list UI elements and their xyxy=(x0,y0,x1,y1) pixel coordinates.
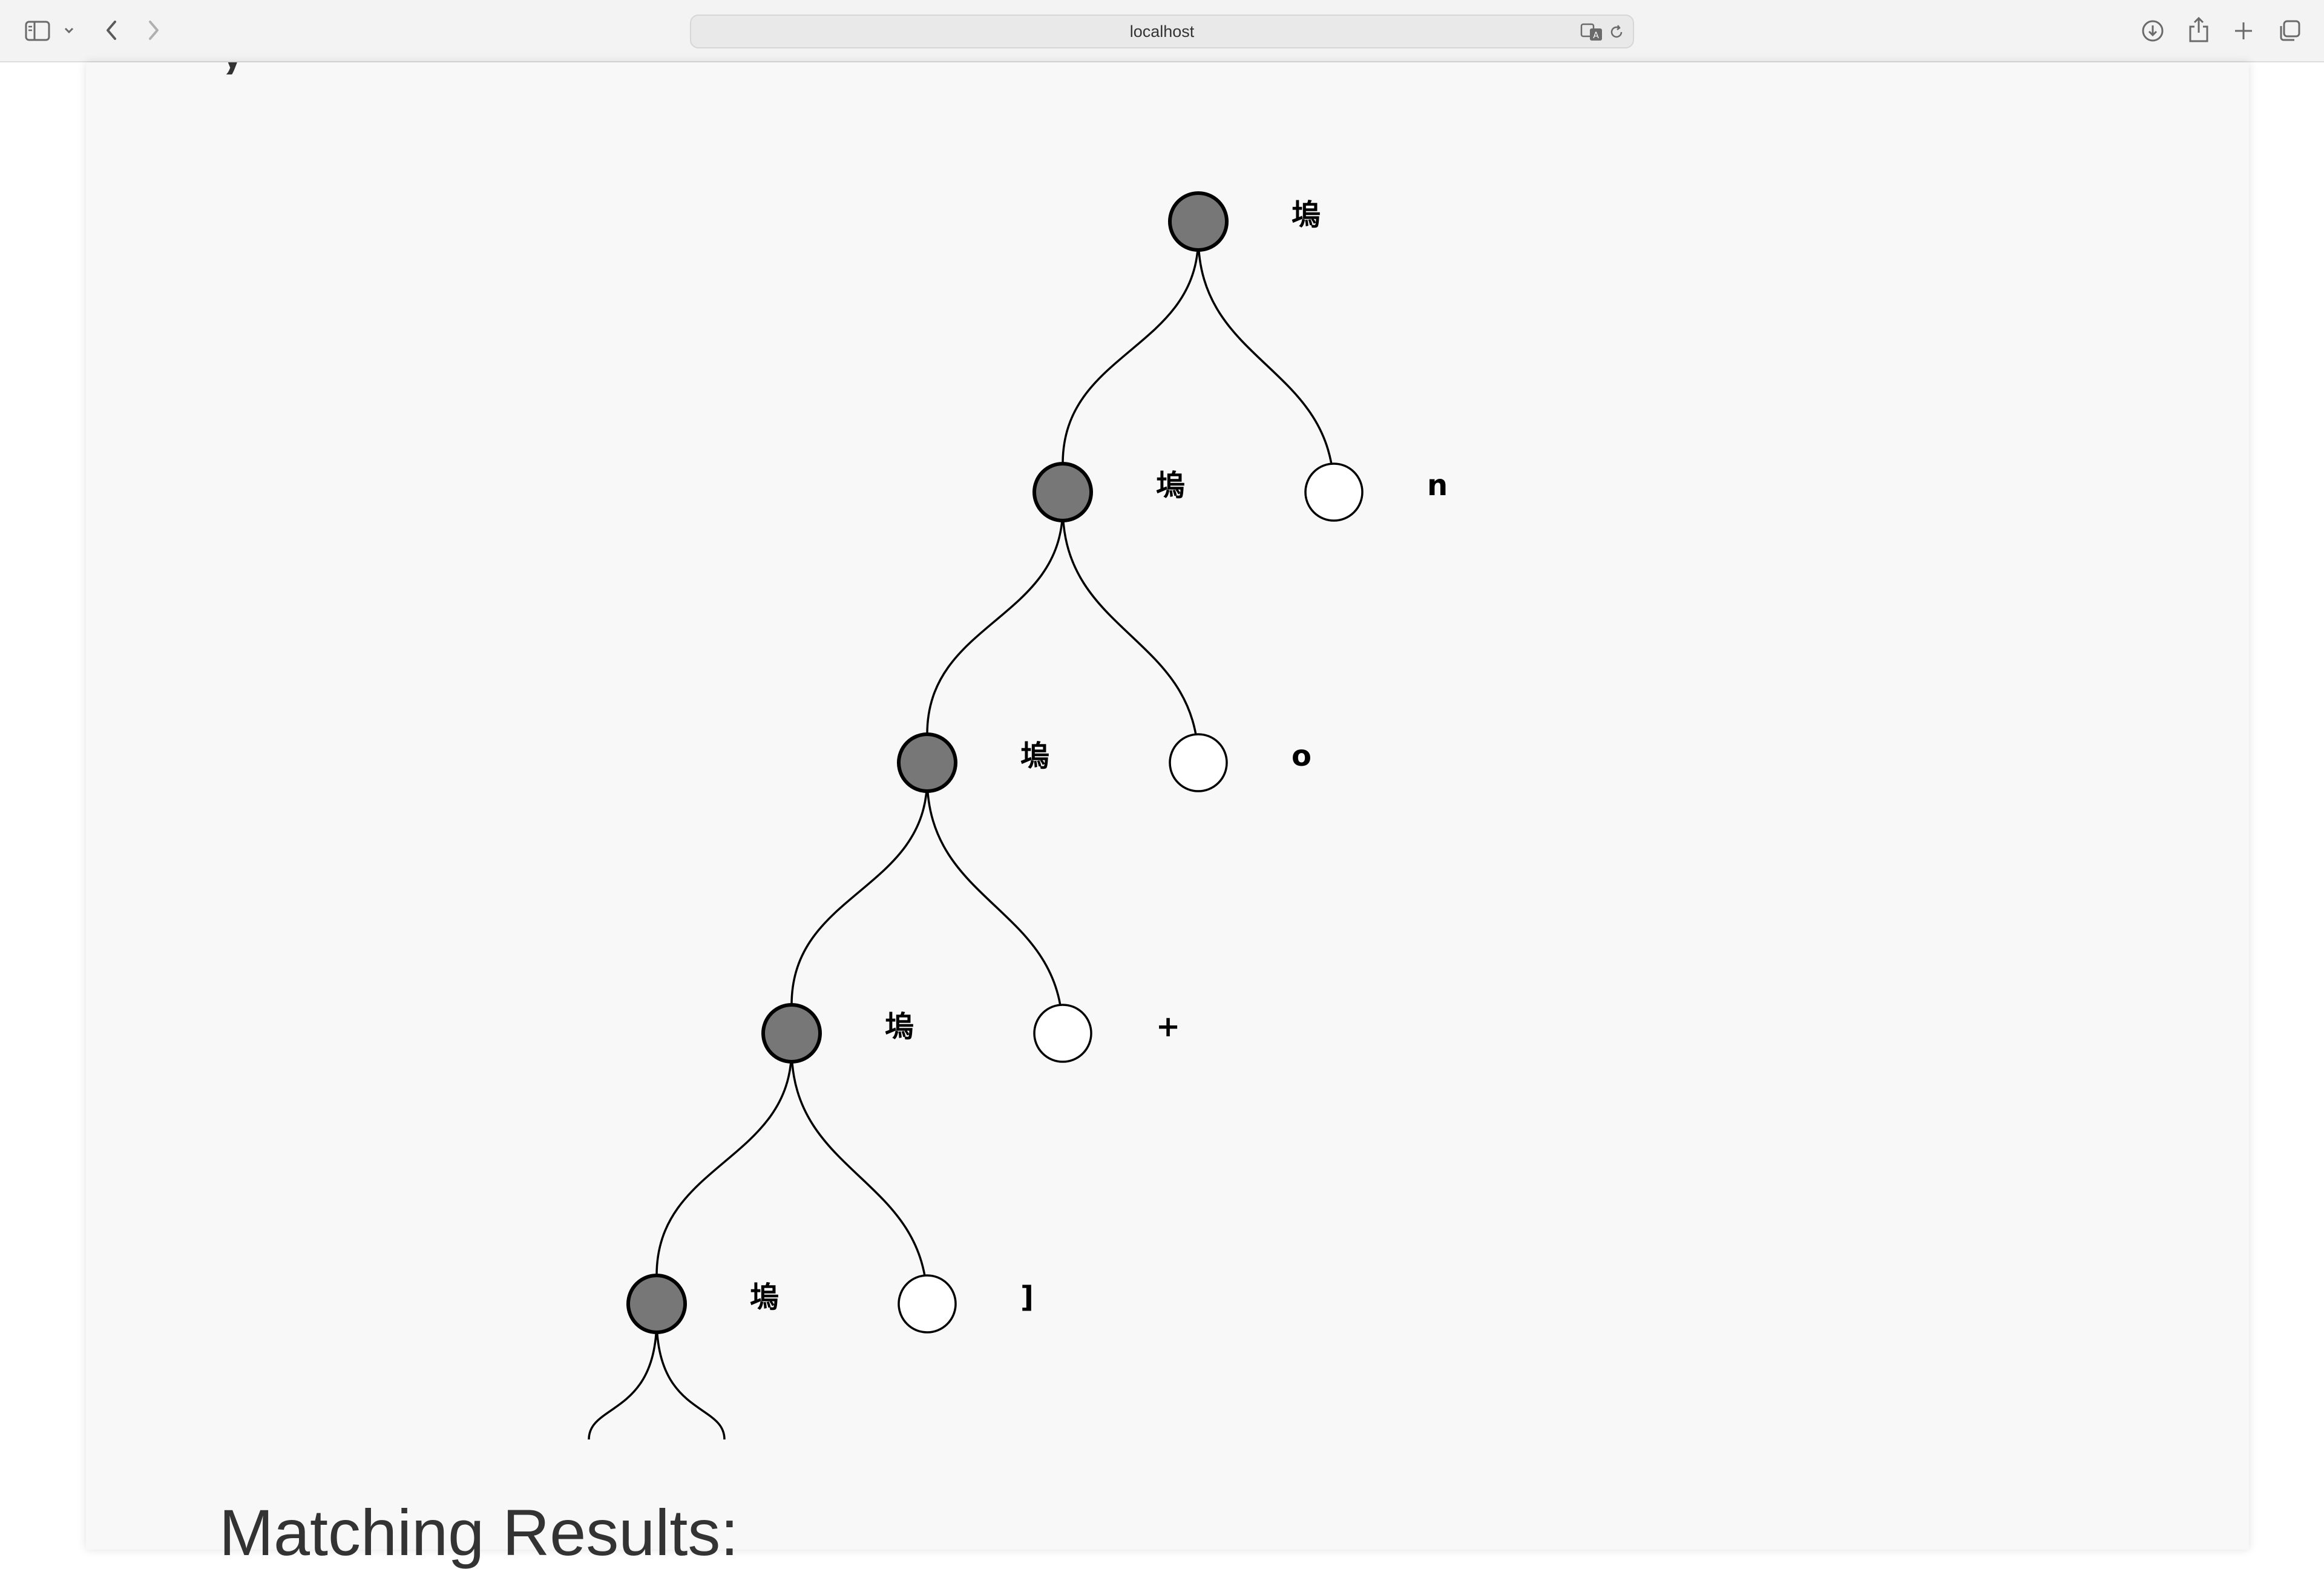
tree-node-internal xyxy=(1032,462,1093,522)
tree-node-internal xyxy=(626,1274,687,1334)
tree-node-label: n xyxy=(1427,469,1448,502)
tree-node-label: o xyxy=(1292,739,1311,773)
tree-edge xyxy=(1062,507,1200,763)
tree-node-label: 塢 xyxy=(1156,469,1185,502)
back-icon[interactable] xyxy=(100,17,122,44)
tree-node-leaf xyxy=(1033,1004,1092,1063)
tab-overview-icon[interactable] xyxy=(2276,17,2303,45)
tree-edge xyxy=(790,1048,928,1304)
tree-edge xyxy=(926,507,1064,735)
tree-edge xyxy=(655,1048,793,1276)
content-card xyxy=(86,62,2249,1550)
browser-toolbar: localhost A xyxy=(0,0,2324,62)
reload-icon[interactable] xyxy=(1606,22,1627,42)
share-icon[interactable] xyxy=(2185,15,2213,45)
sidebar-icon[interactable] xyxy=(23,18,52,44)
tree-node-internal xyxy=(1168,191,1229,252)
tree-edge xyxy=(1062,237,1200,464)
page-title: y xyxy=(218,62,303,74)
forward-icon[interactable] xyxy=(143,17,165,44)
tree-node-leaf xyxy=(1304,462,1364,522)
url-text: localhost xyxy=(1129,22,1195,41)
tree-node-label: + xyxy=(1156,1010,1180,1044)
tree-node-label: 塢 xyxy=(1020,739,1049,773)
tree-edge xyxy=(655,1319,726,1440)
address-bar[interactable]: localhost A xyxy=(690,15,1634,48)
tree-edge xyxy=(790,778,928,1005)
page-title-text: y xyxy=(218,62,247,74)
chevron-down-icon[interactable] xyxy=(62,23,76,38)
tree-node-internal xyxy=(761,1003,822,1064)
download-icon[interactable] xyxy=(2139,17,2167,45)
tree-node-label: 塢 xyxy=(750,1280,779,1314)
tree-node-internal xyxy=(897,732,957,793)
tree-node-leaf xyxy=(1169,733,1228,792)
parse-tree: 塢塢 n塢 o塢 +塢] xyxy=(588,191,1448,1440)
tree-node-label: 塢 xyxy=(1292,198,1321,232)
svg-text:A: A xyxy=(1593,31,1599,41)
tree-edge xyxy=(588,1319,658,1440)
tree-node-label: ] xyxy=(1020,1280,1034,1314)
translate-icon[interactable]: A xyxy=(1580,21,1605,44)
new-tab-icon[interactable] xyxy=(2231,18,2256,44)
matching-results-heading: Matching Results: xyxy=(219,1496,739,1569)
tree-node-label: 塢 xyxy=(885,1010,914,1044)
tree-node-leaf xyxy=(898,1274,957,1334)
tree-edge xyxy=(1197,237,1335,493)
tree-edge xyxy=(926,778,1064,1034)
